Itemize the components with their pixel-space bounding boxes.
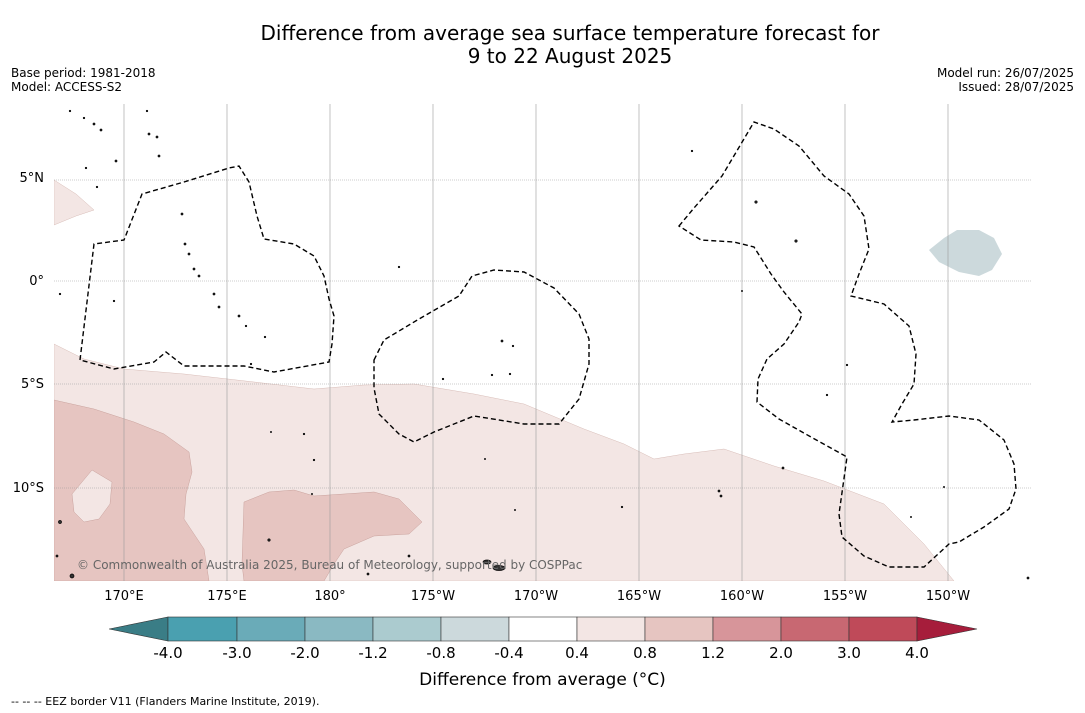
colorbar-tick-neg-0-4: -0.4 xyxy=(494,644,524,662)
colorbar-tick-neg-1-2: -1.2 xyxy=(358,644,388,662)
colorbar-segments xyxy=(108,616,978,642)
lon-label-180: 180° xyxy=(314,589,346,604)
anomaly-region-light-north xyxy=(54,179,95,226)
colorbar-tick-0-8: 0.8 xyxy=(633,644,657,662)
map-canvas xyxy=(54,104,1032,581)
lat-label-0: 0° xyxy=(29,274,44,289)
colorbar-seg-8 xyxy=(644,616,714,642)
title-line-1: Difference from average sea surface temp… xyxy=(260,21,880,45)
colorbar-svg xyxy=(108,616,978,642)
model-run: Model run: 26/07/2025 xyxy=(936,66,1074,80)
lon-label-175w: 175°W xyxy=(410,589,456,604)
colorbar-tick-0-4: 0.4 xyxy=(565,644,589,662)
colorbar-seg-1 xyxy=(167,616,238,642)
colorbar-tick-neg-3-0: -3.0 xyxy=(222,644,252,662)
chart-title: Difference from average sea surface temp… xyxy=(0,22,1085,68)
anomaly-hole-west xyxy=(71,469,113,523)
eez-borders xyxy=(79,121,1017,568)
colorbar-seg-9 xyxy=(712,616,782,642)
map-gridlines xyxy=(54,104,1032,581)
colorbar-seg-2 xyxy=(236,616,306,642)
colorbar-tick-3-0: 3.0 xyxy=(837,644,861,662)
colorbar-seg-4 xyxy=(372,616,442,642)
copyright-notice: © Commonwealth of Australia 2025, Bureau… xyxy=(77,558,583,572)
colorbar-seg-5 xyxy=(440,616,510,642)
meta-left: Base period: 1981-2018 Model: ACCESS-S2 xyxy=(11,66,156,94)
anomaly-region-medium-west xyxy=(54,399,210,581)
lon-label-160w: 160°W xyxy=(719,589,765,604)
colorbar-tick-4-0: 4.0 xyxy=(905,644,929,662)
lat-label-5n: 5°N xyxy=(19,171,45,186)
colorbar-tick-neg-2-0: -2.0 xyxy=(290,644,320,662)
colorbar-seg-11 xyxy=(848,616,918,642)
sst-anomaly-map xyxy=(54,104,1032,581)
title-line-2: 9 to 22 August 2025 xyxy=(467,44,673,68)
lat-label-5s: 5°S xyxy=(20,377,44,392)
colorbar-tick-1-2: 1.2 xyxy=(701,644,725,662)
colorbar-arrow-low xyxy=(108,616,169,642)
lon-label-155w: 155°W xyxy=(822,589,868,604)
lon-label-175e: 175°E xyxy=(207,589,247,604)
lon-label-165w: 165°W xyxy=(616,589,662,604)
base-period: Base period: 1981-2018 xyxy=(11,66,156,80)
lon-label-150w: 150°W xyxy=(925,589,971,604)
colorbar-seg-7 xyxy=(576,616,646,642)
lat-label-10s: 10°S xyxy=(12,481,44,496)
lon-label-170w: 170°W xyxy=(513,589,559,604)
colorbar-seg-3 xyxy=(304,616,374,642)
colorbar-tick-2-0: 2.0 xyxy=(769,644,793,662)
eez-legend-footnote: -- -- -- EEZ border V11 (Flanders Marine… xyxy=(11,695,320,708)
anomaly-region-cool xyxy=(929,230,1002,276)
model-name: Model: ACCESS-S2 xyxy=(11,80,123,94)
colorbar-title: Difference from average (°C) xyxy=(419,670,666,690)
colorbar-tick-neg-4-0: -4.0 xyxy=(153,644,183,662)
issued-date: Issued: 28/07/2025 xyxy=(958,80,1074,94)
colorbar-tick-neg-0-8: -0.8 xyxy=(426,644,456,662)
meta-right: Model run: 26/07/2025 Issued: 28/07/2025 xyxy=(937,66,1074,94)
colorbar-arrow-high xyxy=(916,616,978,642)
colorbar-seg-10 xyxy=(780,616,850,642)
colorbar xyxy=(108,616,979,646)
lon-label-170e: 170°E xyxy=(104,589,144,604)
islands xyxy=(55,109,1030,580)
colorbar-seg-6 xyxy=(508,616,578,642)
anomaly-region-medium-central xyxy=(241,489,423,581)
